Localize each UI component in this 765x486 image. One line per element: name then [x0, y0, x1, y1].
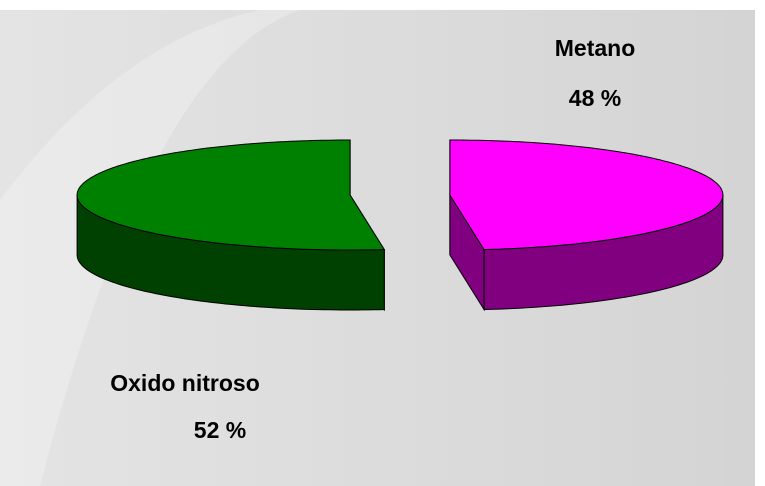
slice-top	[76, 139, 386, 251]
background-swoosh	[0, 10, 300, 486]
slice-top	[449, 139, 724, 251]
slice	[76, 139, 386, 312]
slice-label: Metano	[555, 35, 636, 61]
slice-label: Oxido nitroso	[110, 370, 260, 396]
pie	[76, 139, 724, 312]
slice	[449, 139, 724, 312]
slice-value-label: 48 %	[569, 85, 621, 111]
slice-value-label: 52 %	[194, 417, 246, 443]
